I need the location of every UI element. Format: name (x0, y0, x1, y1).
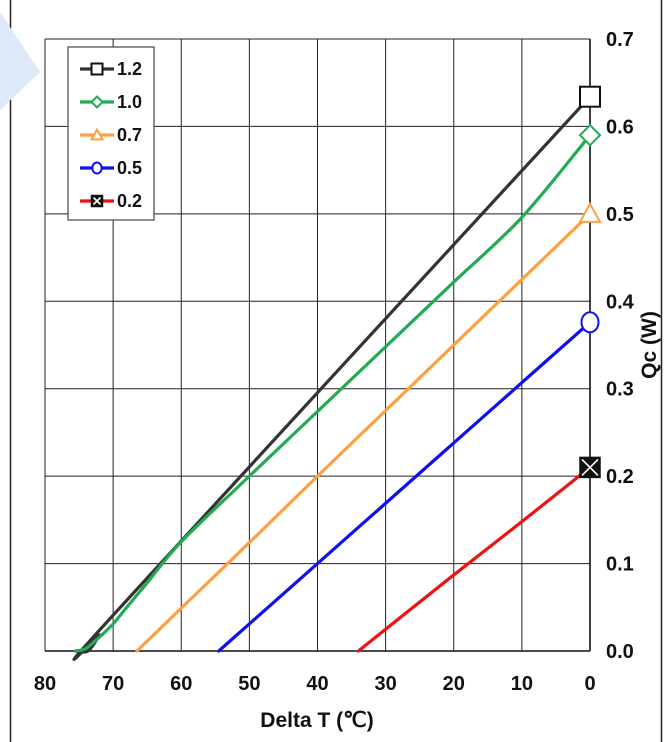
x-tick-labels: 80 70 60 50 40 30 20 10 0 (34, 673, 596, 695)
y-tick-label: 0.2 (606, 466, 634, 488)
legend-marker-0.5 (91, 161, 103, 175)
series-group (72, 95, 592, 661)
y-tick-label: 0.0 (606, 641, 634, 663)
legend-label-1.0: 1.0 (117, 92, 142, 112)
y-tick-label: 0.5 (606, 204, 634, 226)
legend-marker-1.2 (90, 62, 104, 76)
end-markers (578, 85, 602, 479)
legend-label-0.5: 0.5 (117, 158, 142, 178)
series-line-1.0 (74, 133, 592, 653)
y-axis-title: Qc (W) (638, 311, 661, 379)
x-tick-label: 60 (170, 673, 192, 695)
end-marker-0.5 (580, 311, 600, 334)
series-line-0.2 (356, 465, 592, 653)
x-tick-label: 80 (34, 673, 56, 695)
end-marker-0.2-cross-b (581, 458, 599, 476)
y-tick-label: 0.7 (606, 29, 634, 51)
legend-marker-1.0 (90, 95, 104, 109)
x-tick-label: 0 (584, 673, 595, 695)
y-tick-label: 0.4 (606, 291, 635, 313)
y-tick-label: 0.1 (606, 554, 634, 576)
legend-label-0.2: 0.2 (117, 191, 142, 211)
y-tick-label: 0.6 (606, 116, 634, 138)
series-line-0.7 (135, 212, 592, 653)
legend-marker-0.2-cross-b (92, 196, 102, 206)
end-marker-0.7 (578, 201, 602, 223)
decorative-shape (0, 12, 40, 110)
legend-label-1.2: 1.2 (117, 59, 142, 79)
series-line-0.5 (217, 320, 592, 653)
x-tick-label: 10 (511, 673, 533, 695)
x-tick-label: 40 (306, 673, 328, 695)
y-tick-label: 0.3 (606, 379, 634, 401)
x-axis-title: Delta T (℃) (260, 709, 373, 732)
end-marker-0.2 (579, 456, 601, 479)
x-tick-label: 30 (375, 673, 397, 695)
chart-border (9, 0, 663, 742)
x-tick-label: 20 (443, 673, 465, 695)
end-marker-1.0 (578, 123, 602, 147)
y-tick-labels: 0.0 0.1 0.2 0.3 0.4 0.5 0.6 0.7 (606, 29, 635, 663)
end-marker-1.2 (579, 85, 601, 108)
x-tick-label: 50 (238, 673, 260, 695)
legend: 1.2 1.0 0.7 0.5 0.2 (67, 46, 155, 221)
series-line-1.2 (72, 95, 592, 661)
legend-marker-0.2 (90, 194, 104, 208)
legend-label-0.7: 0.7 (117, 125, 142, 145)
legend-marker-0.7 (89, 127, 105, 141)
x-tick-label: 70 (102, 673, 124, 695)
